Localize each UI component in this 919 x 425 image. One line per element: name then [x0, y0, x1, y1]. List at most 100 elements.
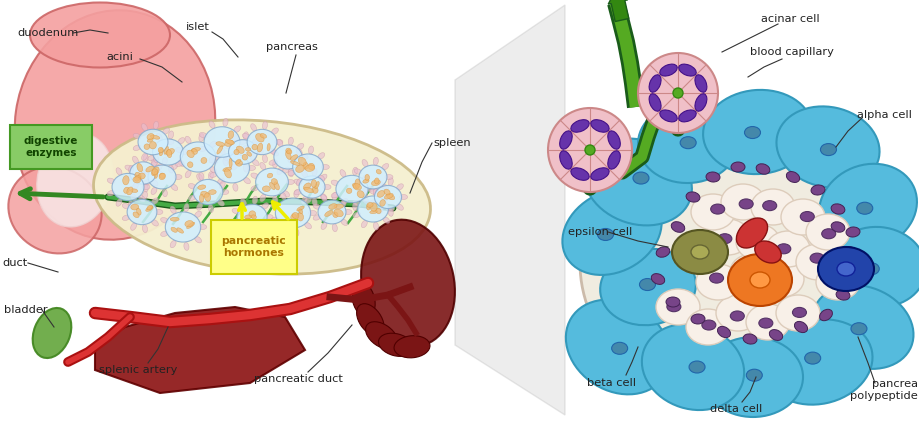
Ellipse shape: [250, 124, 256, 131]
Ellipse shape: [271, 150, 278, 156]
Ellipse shape: [334, 209, 343, 217]
Ellipse shape: [856, 202, 872, 214]
Ellipse shape: [143, 184, 148, 192]
Ellipse shape: [362, 179, 369, 183]
Ellipse shape: [259, 162, 266, 170]
Ellipse shape: [340, 198, 347, 205]
Ellipse shape: [147, 138, 153, 142]
Ellipse shape: [702, 337, 802, 417]
Ellipse shape: [565, 300, 669, 394]
Ellipse shape: [352, 184, 358, 189]
Ellipse shape: [352, 203, 357, 211]
Ellipse shape: [170, 217, 179, 221]
FancyArrow shape: [607, 0, 629, 22]
Ellipse shape: [380, 200, 385, 206]
Ellipse shape: [171, 184, 177, 190]
Ellipse shape: [224, 169, 232, 178]
Ellipse shape: [181, 150, 189, 155]
Ellipse shape: [845, 227, 859, 237]
Ellipse shape: [153, 121, 158, 129]
Ellipse shape: [776, 244, 790, 254]
Ellipse shape: [187, 222, 195, 229]
Ellipse shape: [366, 204, 369, 210]
Ellipse shape: [375, 208, 380, 214]
Ellipse shape: [165, 212, 200, 242]
Ellipse shape: [249, 211, 255, 218]
Ellipse shape: [125, 176, 132, 181]
Ellipse shape: [185, 136, 191, 144]
Ellipse shape: [133, 145, 141, 150]
Ellipse shape: [222, 158, 228, 166]
Ellipse shape: [312, 168, 317, 176]
Ellipse shape: [149, 142, 156, 149]
Text: islet: islet: [186, 22, 210, 32]
Ellipse shape: [686, 309, 729, 345]
Ellipse shape: [334, 204, 343, 209]
Ellipse shape: [382, 217, 390, 224]
Ellipse shape: [584, 139, 691, 225]
Ellipse shape: [240, 198, 246, 206]
Ellipse shape: [745, 369, 762, 381]
Ellipse shape: [184, 242, 188, 250]
Ellipse shape: [138, 173, 145, 179]
Ellipse shape: [185, 221, 193, 227]
Ellipse shape: [134, 176, 141, 181]
Text: acinar cell: acinar cell: [760, 14, 819, 24]
Ellipse shape: [295, 165, 304, 173]
Ellipse shape: [304, 222, 312, 229]
Ellipse shape: [717, 326, 730, 337]
Ellipse shape: [146, 166, 153, 172]
Ellipse shape: [393, 336, 429, 358]
Ellipse shape: [354, 169, 361, 174]
Ellipse shape: [294, 190, 301, 195]
Ellipse shape: [94, 120, 430, 274]
Ellipse shape: [671, 230, 727, 274]
Ellipse shape: [274, 182, 279, 190]
Ellipse shape: [255, 150, 263, 155]
Ellipse shape: [775, 295, 819, 331]
Ellipse shape: [795, 244, 839, 280]
Ellipse shape: [308, 146, 313, 154]
Ellipse shape: [332, 224, 337, 232]
Polygon shape: [95, 307, 305, 393]
Ellipse shape: [373, 157, 378, 165]
Ellipse shape: [353, 212, 360, 218]
Ellipse shape: [381, 164, 388, 170]
FancyBboxPatch shape: [10, 125, 92, 169]
Ellipse shape: [665, 297, 679, 307]
Ellipse shape: [321, 222, 326, 230]
Ellipse shape: [747, 234, 761, 244]
Ellipse shape: [132, 156, 138, 164]
Ellipse shape: [153, 155, 158, 163]
Ellipse shape: [727, 254, 791, 306]
Ellipse shape: [826, 278, 840, 288]
Ellipse shape: [251, 215, 256, 219]
Ellipse shape: [217, 146, 222, 154]
Ellipse shape: [599, 249, 695, 325]
Ellipse shape: [151, 159, 157, 167]
Ellipse shape: [836, 262, 854, 276]
Ellipse shape: [735, 224, 779, 260]
Ellipse shape: [210, 141, 216, 147]
Ellipse shape: [148, 155, 155, 161]
Ellipse shape: [274, 145, 301, 169]
Ellipse shape: [396, 184, 403, 190]
Ellipse shape: [378, 333, 414, 357]
Ellipse shape: [216, 142, 224, 146]
Ellipse shape: [360, 220, 454, 346]
Ellipse shape: [571, 168, 588, 180]
Text: acini: acini: [107, 52, 133, 62]
Ellipse shape: [162, 189, 167, 197]
Ellipse shape: [290, 155, 297, 160]
Ellipse shape: [376, 170, 380, 174]
Ellipse shape: [607, 151, 619, 169]
Ellipse shape: [165, 139, 174, 144]
Ellipse shape: [794, 321, 807, 333]
Ellipse shape: [199, 146, 207, 152]
Ellipse shape: [123, 187, 130, 193]
Ellipse shape: [130, 162, 156, 184]
Ellipse shape: [136, 208, 141, 215]
Ellipse shape: [302, 162, 308, 169]
Ellipse shape: [308, 180, 313, 188]
Ellipse shape: [262, 155, 267, 163]
